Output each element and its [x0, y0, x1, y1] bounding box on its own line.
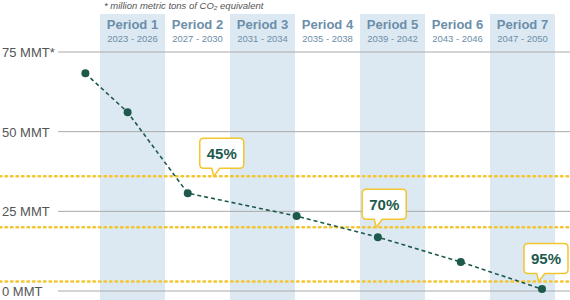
period-years: 2027 - 2030 — [172, 33, 223, 44]
period-label: Period 4 — [302, 17, 354, 32]
callout: 70% — [362, 189, 406, 227]
period-band — [360, 14, 425, 300]
callout-label: 70% — [369, 196, 399, 213]
callout-label: 95% — [531, 250, 561, 267]
callout-box — [362, 189, 406, 227]
target-line — [0, 226, 570, 229]
grid-line — [58, 52, 570, 53]
period-years: 2039 - 2042 — [367, 33, 418, 44]
period-years: 2043 - 2046 — [432, 33, 483, 44]
period-years: 2031 - 2034 — [237, 33, 288, 44]
callout-box — [524, 243, 568, 281]
grid-line — [58, 131, 570, 132]
period-bands — [100, 14, 555, 300]
line — [85, 73, 542, 289]
period-label: Period 6 — [432, 17, 483, 32]
y-tick-label: 25 MMT — [2, 204, 50, 219]
period-label: Period 1 — [107, 17, 158, 32]
grid-line — [58, 211, 570, 212]
y-tick-label: 50 MMT — [2, 125, 50, 140]
point — [184, 189, 192, 197]
period-label: Period 7 — [497, 17, 548, 32]
period-band — [100, 14, 165, 300]
period-label: Period 2 — [172, 17, 223, 32]
period-years: 2047 - 2050 — [497, 33, 548, 44]
point — [538, 285, 546, 293]
y-tick-label: 0 MMT — [2, 284, 43, 299]
callout: 45% — [200, 138, 244, 176]
period-years: 2023 - 2026 — [107, 33, 158, 44]
period-label: Period 3 — [237, 17, 288, 32]
period-years: 2035 - 2038 — [302, 33, 353, 44]
y-tick-label: 75 MMT* — [2, 45, 55, 60]
point — [374, 233, 382, 241]
period-label: Period 5 — [367, 17, 418, 32]
callout: 95% — [524, 243, 568, 281]
footnote: * million metric tons of CO₂ equivalent — [104, 0, 264, 11]
callout-box — [200, 138, 244, 176]
point — [457, 258, 465, 266]
callout-label: 45% — [207, 145, 237, 162]
grid-line — [58, 291, 570, 292]
target-line — [0, 280, 570, 283]
chart: Period 12023 - 2026 Period 22027 - 2030 Pe… — [0, 0, 570, 300]
target-line — [0, 175, 570, 178]
point — [293, 212, 301, 220]
series — [81, 69, 546, 293]
point — [124, 108, 132, 116]
point — [81, 69, 89, 77]
